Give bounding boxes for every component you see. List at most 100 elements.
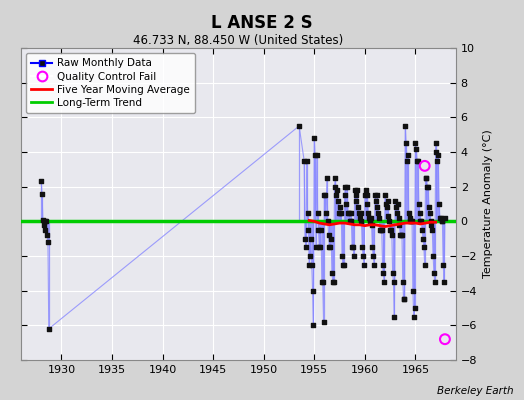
- Point: [408, 218, 416, 224]
- Point: [352, 192, 360, 198]
- Point: [417, 218, 425, 224]
- Point: [372, 197, 380, 204]
- Point: [338, 253, 346, 259]
- Point: [331, 175, 340, 181]
- Point: [429, 253, 438, 259]
- Point: [359, 253, 367, 259]
- Point: [356, 210, 365, 216]
- Point: [439, 262, 447, 268]
- Point: [311, 152, 319, 159]
- Point: [301, 236, 309, 242]
- Point: [334, 210, 343, 216]
- Point: [300, 158, 308, 164]
- Point: [387, 227, 395, 233]
- Point: [307, 236, 315, 242]
- Point: [324, 232, 333, 238]
- Point: [430, 270, 438, 276]
- Point: [441, 215, 449, 221]
- Point: [395, 222, 403, 228]
- Point: [423, 184, 431, 190]
- Point: [370, 262, 378, 268]
- Point: [369, 253, 377, 259]
- Point: [42, 218, 50, 224]
- Point: [428, 227, 436, 233]
- Point: [421, 175, 430, 181]
- Point: [441, 336, 449, 342]
- Point: [438, 218, 446, 224]
- Point: [435, 201, 443, 207]
- Text: L ANSE 2 S: L ANSE 2 S: [211, 14, 313, 32]
- Point: [438, 218, 446, 224]
- Point: [380, 279, 388, 285]
- Point: [39, 216, 47, 223]
- Point: [414, 158, 422, 164]
- Point: [425, 204, 433, 211]
- Point: [402, 140, 410, 146]
- Point: [361, 192, 369, 198]
- Point: [332, 192, 341, 198]
- Point: [341, 192, 349, 198]
- Point: [345, 218, 354, 224]
- Point: [373, 204, 381, 211]
- Point: [333, 187, 341, 193]
- Point: [411, 140, 420, 146]
- Point: [330, 184, 339, 190]
- Point: [431, 279, 439, 285]
- Point: [321, 192, 330, 198]
- Point: [310, 135, 319, 141]
- Point: [326, 244, 334, 250]
- Point: [396, 232, 405, 238]
- Point: [352, 197, 361, 204]
- Point: [392, 204, 400, 211]
- Point: [407, 218, 416, 224]
- Point: [309, 322, 318, 328]
- Point: [399, 279, 407, 285]
- Point: [364, 210, 373, 216]
- Point: [317, 227, 325, 233]
- Point: [319, 319, 328, 325]
- Point: [295, 123, 303, 129]
- Point: [422, 175, 431, 181]
- Point: [440, 279, 448, 285]
- Point: [302, 244, 310, 250]
- Point: [425, 210, 434, 216]
- Point: [43, 232, 51, 238]
- Point: [358, 244, 366, 250]
- Point: [416, 210, 424, 216]
- Point: [381, 201, 390, 207]
- Point: [420, 163, 429, 169]
- Point: [389, 279, 398, 285]
- Point: [336, 204, 345, 211]
- Point: [314, 227, 323, 233]
- Point: [432, 149, 441, 155]
- Point: [383, 204, 391, 211]
- Point: [45, 326, 53, 332]
- Point: [420, 244, 428, 250]
- Point: [356, 215, 364, 221]
- Point: [403, 152, 412, 159]
- Point: [330, 279, 338, 285]
- Text: Berkeley Earth: Berkeley Earth: [437, 386, 514, 396]
- Point: [325, 244, 334, 250]
- Point: [373, 192, 381, 198]
- Point: [316, 244, 324, 250]
- Point: [334, 197, 342, 204]
- Point: [431, 140, 440, 146]
- Point: [377, 227, 385, 233]
- Point: [400, 296, 409, 302]
- Point: [41, 218, 50, 224]
- Point: [406, 218, 414, 224]
- Point: [348, 244, 356, 250]
- Point: [341, 184, 350, 190]
- Point: [406, 215, 414, 221]
- Point: [418, 227, 427, 233]
- Point: [366, 218, 374, 224]
- Point: [343, 184, 352, 190]
- Point: [374, 210, 383, 216]
- Point: [328, 270, 336, 276]
- Point: [340, 262, 348, 268]
- Point: [375, 215, 384, 221]
- Point: [312, 244, 320, 250]
- Point: [384, 213, 392, 219]
- Point: [346, 210, 355, 216]
